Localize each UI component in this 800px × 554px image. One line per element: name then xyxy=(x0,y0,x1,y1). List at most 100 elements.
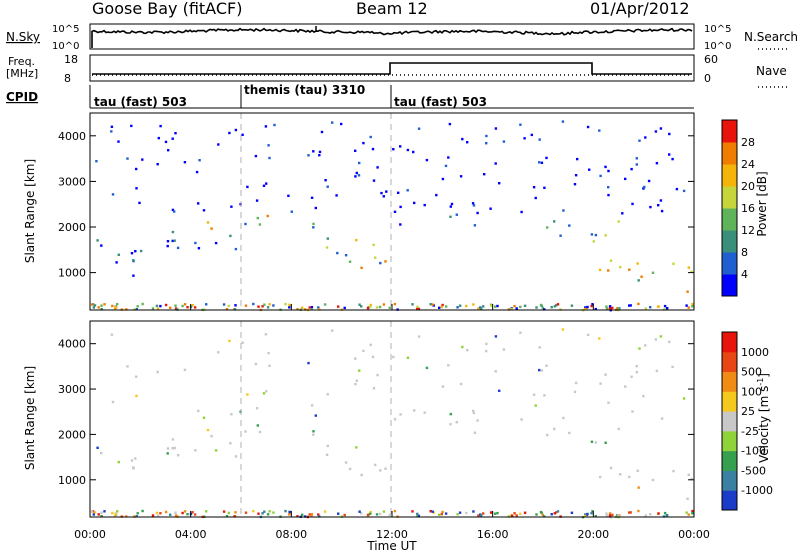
velocity-cell xyxy=(156,370,159,374)
power-cell xyxy=(374,256,377,259)
power-cell xyxy=(456,306,459,309)
power-cell xyxy=(116,303,119,306)
power-cell xyxy=(241,133,244,136)
frequency-panel: Freq. [MHz] 18 8 60 0 Nave xyxy=(6,53,788,88)
velocity-cell xyxy=(191,511,194,514)
power-cell xyxy=(354,149,357,152)
velocity-cell xyxy=(535,513,538,516)
power-cell xyxy=(649,205,652,209)
velocity-cell xyxy=(194,449,197,452)
velocity-cell xyxy=(372,387,376,390)
velocity-cell xyxy=(691,512,694,515)
velocity-cell xyxy=(553,427,556,431)
velocity-cell xyxy=(371,355,375,359)
power-cell xyxy=(519,123,522,126)
noise-right-label: N.Search xyxy=(744,30,798,44)
power-cell xyxy=(417,307,421,311)
velocity-cell xyxy=(574,381,578,385)
velocity-colorbar: 1000 500 100 25 -25 -100 -500 -1000 xyxy=(721,331,773,511)
velocity-cell xyxy=(586,333,590,337)
power-cell xyxy=(449,205,452,208)
velocity-cell xyxy=(494,335,498,338)
velocity-cell xyxy=(654,338,658,341)
power-cell xyxy=(210,227,213,230)
velocity-cell xyxy=(644,514,647,517)
cpid-mode-1: tau (fast) 503 xyxy=(94,95,187,109)
colorbar-tick-label: 20 xyxy=(741,180,755,193)
power-cell xyxy=(301,306,304,309)
power-cell xyxy=(687,266,690,269)
noise-sky-trace xyxy=(91,27,693,48)
velocity-cell xyxy=(392,355,395,359)
power-cell xyxy=(258,223,262,226)
power-cell xyxy=(166,240,170,243)
velocity-cell xyxy=(520,418,523,421)
velocity-cell xyxy=(604,441,607,444)
velocity-cell xyxy=(637,486,640,489)
velocity-cell xyxy=(494,512,497,515)
power-cell xyxy=(266,306,270,309)
power-cell xyxy=(92,306,95,309)
power-cell xyxy=(643,185,646,189)
power-cell xyxy=(198,159,201,162)
cpid-mode-3: tau (fast) 503 xyxy=(394,95,487,109)
power-cell xyxy=(431,303,434,306)
power-cell xyxy=(543,186,546,189)
power-cell xyxy=(477,307,480,310)
velocity-cell xyxy=(586,512,589,516)
nave-tick-top: 60 xyxy=(704,53,718,66)
power-cell xyxy=(659,199,663,202)
power-cell xyxy=(290,210,293,213)
velocity-cell xyxy=(519,331,522,334)
colorbar-swatch xyxy=(722,351,737,373)
velocity-cell xyxy=(644,344,647,347)
velocity-cell xyxy=(619,473,622,476)
velocity-cell xyxy=(183,368,187,372)
power-cell xyxy=(132,274,135,277)
power-cell xyxy=(103,303,106,306)
noise-right-tick-top: 10^5 xyxy=(704,24,731,35)
power-cell xyxy=(378,305,382,309)
power-cell xyxy=(668,132,671,136)
velocity-cell xyxy=(417,335,421,338)
velocity-cell xyxy=(515,514,518,517)
power-cell xyxy=(611,306,614,310)
power-panel: 1000 2000 3000 4000 Slant Range [km] 4 8 12 16… xyxy=(23,112,769,312)
velocity-cell xyxy=(555,511,558,514)
power-cell xyxy=(458,304,462,307)
power-cell xyxy=(357,174,361,177)
power-cell xyxy=(234,128,238,132)
velocity-cell xyxy=(132,466,135,469)
power-cell xyxy=(113,308,117,311)
noise-panel: N.Sky 10^5 10^0 10^5 10^0 N.Search xyxy=(6,23,798,52)
velocity-cell xyxy=(325,453,329,456)
power-cell xyxy=(546,226,549,229)
velocity-cell xyxy=(477,514,480,517)
colorbar-swatch xyxy=(722,208,737,231)
velocity-cell xyxy=(416,512,419,516)
velocity-cell xyxy=(181,511,184,515)
power-y-axis-label: Slant Range [km] xyxy=(23,159,37,263)
power-cell xyxy=(637,279,640,282)
velocity-cell xyxy=(449,423,452,426)
velocity-cell xyxy=(230,413,233,416)
velocity-cell xyxy=(256,424,259,427)
velocity-cell xyxy=(234,511,237,514)
velocity-cell xyxy=(261,512,264,515)
power-cell xyxy=(550,306,553,309)
colorbar-tick-label: 24 xyxy=(741,158,755,171)
power-cell xyxy=(553,220,556,223)
x-tick-label: 00:00 xyxy=(678,528,710,541)
power-cell xyxy=(230,205,233,208)
velocity-cell xyxy=(374,463,377,467)
power-cell xyxy=(594,307,597,311)
colorbar-tick-label: 12 xyxy=(741,224,755,237)
power-cell xyxy=(482,305,485,308)
power-cell xyxy=(498,182,501,185)
velocity-cell xyxy=(376,373,379,377)
power-cell xyxy=(619,265,622,269)
power-cell xyxy=(636,262,639,265)
power-cell xyxy=(344,254,348,257)
power-cell xyxy=(156,163,159,166)
velocity-cell xyxy=(413,409,416,412)
